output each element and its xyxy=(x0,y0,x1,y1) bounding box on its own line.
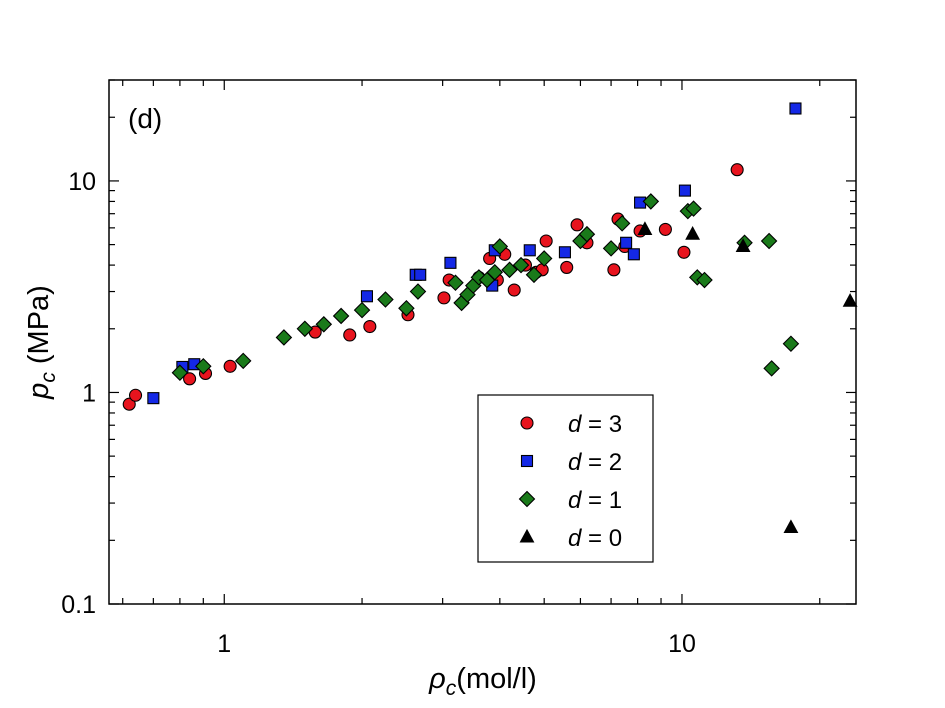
data-point xyxy=(627,248,640,261)
data-point xyxy=(677,245,691,259)
data-point xyxy=(535,250,553,267)
data-point xyxy=(789,102,802,115)
data-point xyxy=(560,260,574,274)
data-point xyxy=(147,392,160,405)
legend-label: d = 2 xyxy=(568,449,622,476)
data-point xyxy=(735,238,751,253)
data-point xyxy=(437,291,451,305)
data-point xyxy=(613,215,631,232)
data-point xyxy=(332,307,350,325)
data-point xyxy=(570,218,584,232)
data-point xyxy=(486,263,504,281)
data-point xyxy=(783,519,799,534)
data-point xyxy=(658,222,672,236)
legend-marker xyxy=(520,416,534,430)
tick-labels: 1 10 0.1 1 10 xyxy=(61,168,696,658)
legend-box xyxy=(477,394,654,563)
tick-marks xyxy=(109,79,856,605)
y-tick-label: 10 xyxy=(68,168,96,196)
y-tick-label: 1 xyxy=(82,379,96,407)
data-point xyxy=(501,261,518,279)
data-point xyxy=(602,240,620,257)
legend-marker xyxy=(518,490,536,508)
plot-frame xyxy=(108,79,857,605)
series-triangle xyxy=(637,221,858,534)
data-point xyxy=(122,397,136,411)
data-point xyxy=(607,263,621,277)
series-diamond xyxy=(171,193,800,381)
data-point xyxy=(760,232,778,250)
panel-label: (d) xyxy=(128,103,162,134)
data-points xyxy=(122,102,858,534)
data-point xyxy=(409,283,427,300)
data-point xyxy=(678,184,691,197)
legend-label: d = 3 xyxy=(568,411,622,438)
data-point xyxy=(620,236,633,249)
legend-marker xyxy=(520,454,534,468)
data-point xyxy=(539,234,553,248)
series-square xyxy=(147,102,802,405)
legend-label: d = 0 xyxy=(568,525,622,552)
data-point xyxy=(275,329,293,346)
data-point xyxy=(234,352,252,370)
data-point xyxy=(444,256,457,269)
data-point xyxy=(523,244,536,257)
data-point xyxy=(447,274,464,292)
data-point xyxy=(377,291,394,308)
data-point xyxy=(398,300,415,317)
data-point xyxy=(558,246,571,259)
data-point xyxy=(637,221,653,235)
data-point xyxy=(363,319,377,334)
data-point xyxy=(183,372,197,386)
legend-label: d = 1 xyxy=(568,487,622,514)
legend: d = 3 d = 2 d = 1 d = 0 xyxy=(518,411,622,552)
data-point xyxy=(128,388,143,402)
data-point xyxy=(578,225,596,243)
data-point xyxy=(696,271,713,289)
data-point xyxy=(525,266,543,284)
y-tick-label: 0.1 xyxy=(61,591,96,619)
data-point xyxy=(195,357,212,375)
data-point xyxy=(353,301,371,319)
legend-marker xyxy=(519,528,535,543)
data-point xyxy=(842,293,858,307)
data-point xyxy=(171,364,189,381)
x-axis-label: ρc(mol/l) xyxy=(428,663,537,700)
data-point xyxy=(642,193,660,210)
data-point xyxy=(296,320,314,338)
data-point xyxy=(360,290,374,303)
data-point xyxy=(414,268,427,281)
data-point xyxy=(782,335,800,352)
x-tick-label: 1 xyxy=(217,630,231,658)
data-point xyxy=(685,200,702,217)
data-point xyxy=(491,238,509,255)
data-point xyxy=(763,360,780,377)
data-point xyxy=(343,328,357,342)
data-point xyxy=(685,226,701,240)
x-tick-label: 10 xyxy=(668,630,696,658)
data-point xyxy=(223,359,237,373)
data-point xyxy=(315,316,333,333)
y-axis-label: pc (MPa) xyxy=(23,285,60,400)
data-point xyxy=(730,163,744,177)
data-point xyxy=(512,256,530,274)
data-point xyxy=(507,283,521,297)
